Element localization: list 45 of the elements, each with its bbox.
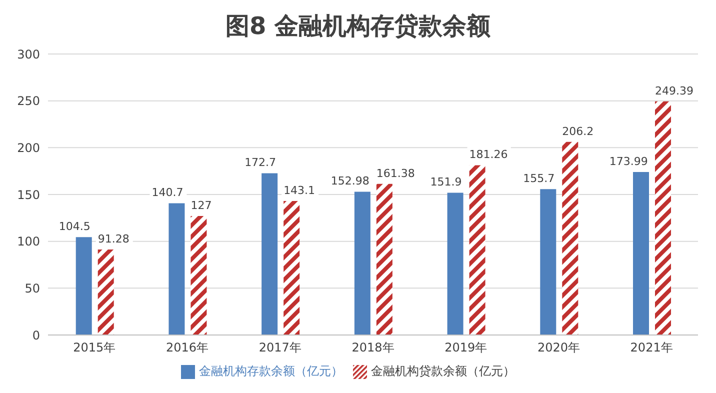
bar [447, 192, 464, 335]
bar [376, 184, 392, 335]
bar [76, 237, 92, 335]
x-tick-label: 2019年 [444, 340, 488, 355]
y-tick-label: 200 [17, 140, 40, 155]
bar [354, 192, 370, 335]
y-tick-label: 0 [32, 328, 40, 342]
bar [655, 101, 671, 335]
bar [168, 203, 185, 335]
data-label: 152.98 [330, 174, 370, 188]
y-tick-label: 150 [17, 188, 40, 202]
y-tick-label: 300 [17, 47, 40, 62]
data-label: 127 [190, 199, 212, 212]
x-tick-label: 2018年 [352, 340, 394, 355]
y-tick-label: 250 [17, 94, 40, 108]
bar [190, 216, 207, 335]
data-label: 181.26 [469, 148, 508, 162]
bar [633, 172, 649, 335]
bar [98, 250, 114, 335]
data-label: 140.7 [152, 186, 184, 200]
bar [562, 142, 578, 335]
data-label: 161.38 [376, 166, 415, 180]
bar [540, 189, 556, 335]
legend-label: 金融机构贷款余额（亿元） [371, 364, 515, 378]
data-label: 91.28 [98, 232, 130, 246]
data-label: 143.1 [284, 184, 316, 197]
chart-title: 图8 金融机构存贷款余额 [224, 11, 492, 42]
data-label: 104.5 [58, 220, 90, 234]
x-tick-label: 2016年 [166, 340, 209, 355]
x-tick-label: 2020年 [537, 340, 580, 355]
x-tick-label: 2017年 [258, 340, 302, 355]
data-label: 151.9 [430, 176, 462, 189]
data-label: 155.7 [523, 172, 555, 186]
data-label: 173.99 [609, 155, 648, 168]
bar [469, 165, 486, 335]
y-tick-label: 50 [24, 281, 40, 296]
data-label: 249.39 [655, 84, 694, 98]
data-label: 206.2 [562, 124, 594, 138]
legend-label: 金融机构存款余额（亿元） [199, 364, 343, 378]
x-tick-label: 2021年 [630, 340, 673, 355]
x-tick-label: 2015年 [73, 340, 116, 355]
bar [262, 173, 278, 335]
y-tick-label: 100 [17, 234, 40, 249]
data-label: 172.7 [244, 156, 276, 170]
bar [284, 200, 300, 335]
